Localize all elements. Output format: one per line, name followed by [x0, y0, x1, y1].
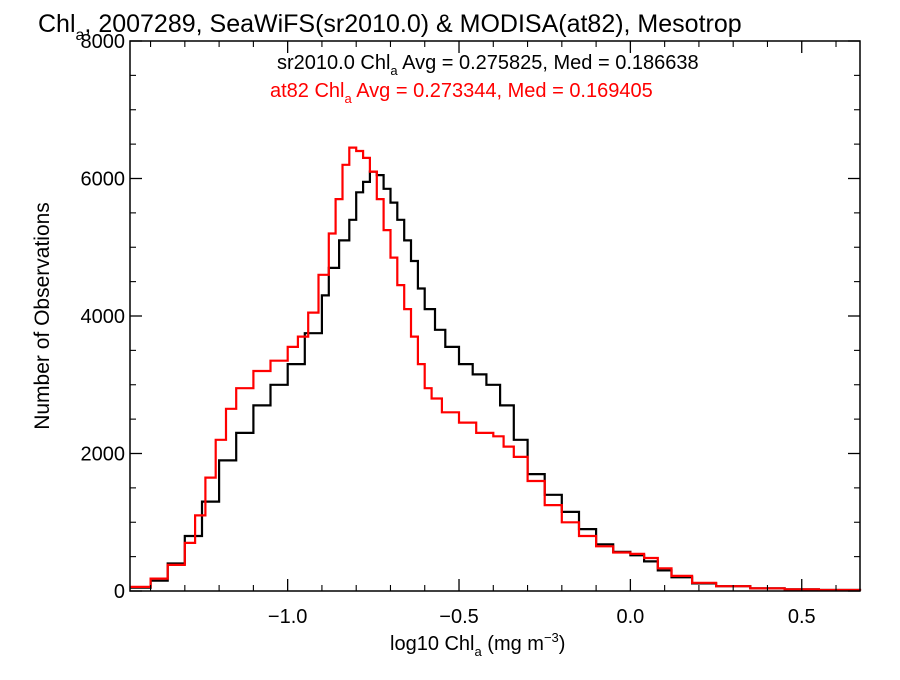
y-tick-label: 6000 — [81, 169, 126, 191]
stats-at82: at82 Chla Avg = 0.273344, Med = 0.169405 — [270, 80, 653, 106]
y-tick-label: 4000 — [81, 306, 126, 328]
x-tick-label: −1.0 — [268, 606, 307, 628]
series-line-sr2010-0 — [130, 170, 862, 592]
x-tick-label: 0.0 — [616, 606, 644, 628]
series-line-at82 — [130, 146, 862, 592]
x-tick-label: −0.5 — [439, 606, 478, 628]
y-tick-label: 8000 — [81, 31, 126, 53]
y-axis-label: Number of Observations — [31, 202, 54, 430]
plot-frame — [129, 40, 861, 592]
chart-title: Chla, 2007289, SeaWiFS(sr2010.0) & MODIS… — [38, 10, 742, 44]
y-tick-label: 0 — [114, 581, 125, 603]
x-axis-label: log10 Chla (mg m−3) — [390, 630, 565, 659]
ticks-layer: −1.0 −0.5 0.0 0.5 0 2000 4000 6000 8000 — [81, 31, 860, 628]
x-tick-label: 0.5 — [788, 606, 816, 628]
y-tick-label: 2000 — [81, 444, 126, 466]
series-layer — [130, 146, 862, 592]
stats-sr2010: sr2010.0 Chla Avg = 0.275825, Med = 0.18… — [277, 52, 699, 78]
